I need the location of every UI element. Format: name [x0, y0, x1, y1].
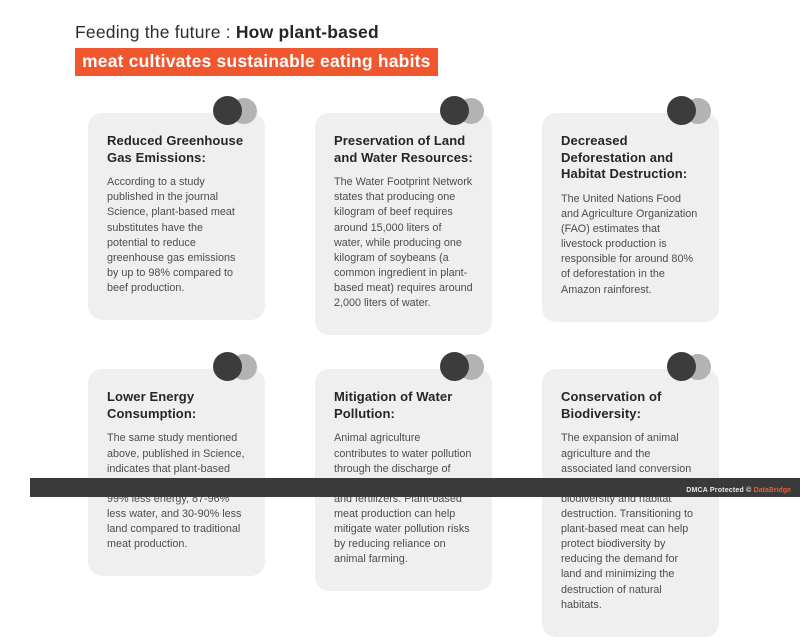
- circle-light-icon: [685, 98, 711, 124]
- card-title: Conservation of Biodiversity:: [561, 389, 662, 421]
- circle-dark-icon: [213, 96, 242, 125]
- cards-grid: Reduced Greenhouse Gas Emissions: Accord…: [88, 96, 719, 637]
- dmca-brand-link[interactable]: DataBridge: [753, 487, 791, 494]
- circle-light-icon: [231, 354, 257, 381]
- overlapping-circles-icon: [667, 96, 711, 126]
- circle-light-icon: [458, 354, 484, 381]
- card-title: Mitigation of Water Pollution:: [334, 389, 453, 421]
- circle-dark-icon: [667, 96, 696, 125]
- circle-light-icon: [458, 98, 484, 124]
- page-title-regular: Feeding the future :: [75, 22, 236, 42]
- card-title: Decreased Deforestation and Habitat Dest…: [561, 133, 688, 182]
- card-body: The expansion of animal agriculture and …: [561, 432, 694, 611]
- overlapping-circles-icon: [440, 352, 484, 382]
- card-body: Animal agriculture contributes to water …: [334, 432, 472, 566]
- circle-light-icon: [231, 98, 257, 124]
- overlapping-circles-icon: [440, 96, 484, 126]
- card-body: The Water Footprint Network states that …: [334, 176, 473, 310]
- card-conservation-biodiversity: Conservation of Biodiversity: The expans…: [542, 352, 719, 637]
- card-title: Preservation of Land and Water Resources…: [334, 133, 473, 165]
- overlapping-circles-icon: [667, 352, 711, 382]
- footer-bar: DMCA Protected © DataBridge: [30, 478, 800, 497]
- card-decreased-deforestation: Decreased Deforestation and Habitat Dest…: [542, 96, 719, 322]
- circle-dark-icon: [667, 352, 696, 382]
- card-title: Lower Energy Consumption:: [107, 389, 197, 421]
- page-header: Feeding the future : How plant-based mea…: [75, 22, 438, 76]
- card-title: Reduced Greenhouse Gas Emissions:: [107, 133, 244, 165]
- circle-light-icon: [685, 354, 711, 381]
- card-preservation-land-water: Preservation of Land and Water Resources…: [315, 96, 492, 336]
- dmca-badge[interactable]: DMCA Protected ©: [686, 487, 754, 494]
- circle-dark-icon: [440, 96, 469, 125]
- overlapping-circles-icon: [213, 96, 257, 126]
- overlapping-circles-icon: [213, 352, 257, 382]
- circle-dark-icon: [213, 352, 242, 382]
- page-title: Feeding the future : How plant-based: [75, 22, 438, 43]
- card-body: According to a study published in the jo…: [107, 176, 236, 295]
- page-title-bold: How plant-based: [235, 22, 379, 42]
- page-title-highlight: meat cultivates sustainable eating habit…: [75, 48, 438, 76]
- circle-dark-icon: [440, 352, 469, 382]
- card-lower-energy: Lower Energy Consumption: The same study…: [88, 352, 265, 577]
- card-body: The United Nations Food and Agriculture …: [561, 192, 698, 296]
- card-reduced-greenhouse-gas: Reduced Greenhouse Gas Emissions: Accord…: [88, 96, 265, 321]
- infographic-page: Feeding the future : How plant-based mea…: [30, 22, 800, 637]
